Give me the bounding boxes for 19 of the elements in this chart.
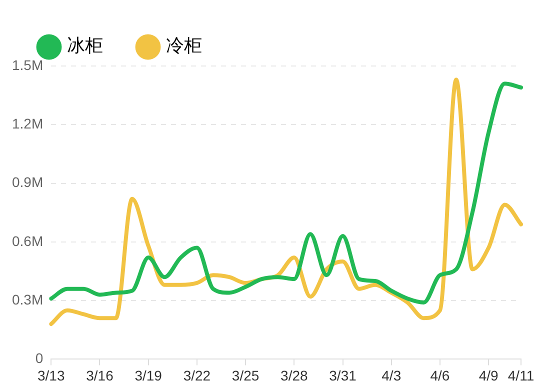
x-tick-label: 3/22 [183, 367, 211, 384]
x-tick-label: 3/19 [134, 367, 162, 384]
x-tick-label: 4/9 [478, 367, 499, 384]
x-tick-label: 3/25 [232, 367, 260, 384]
y-tick-label: 0 [35, 350, 44, 366]
y-tick-label: 0.9M [12, 174, 44, 190]
legend-label: 冰柜 [67, 36, 103, 57]
x-tick-label: 4/6 [430, 367, 450, 384]
x-tick-label: 4/3 [382, 367, 402, 384]
x-tick-label: 4/11 [508, 367, 534, 384]
x-tick-label: 3/28 [280, 367, 308, 384]
y-tick-label: 0.6M [12, 232, 44, 249]
y-tick-label: 0.3M [12, 291, 44, 308]
y-tick-label: 1.5M [12, 56, 44, 73]
y-tick-label: 1.2M [12, 116, 44, 132]
legend-label: 冷柜 [166, 36, 202, 57]
x-tick-label: 3/13 [38, 367, 65, 384]
x-tick-label: 3/31 [329, 367, 357, 384]
x-tick-label: 3/16 [86, 367, 114, 384]
